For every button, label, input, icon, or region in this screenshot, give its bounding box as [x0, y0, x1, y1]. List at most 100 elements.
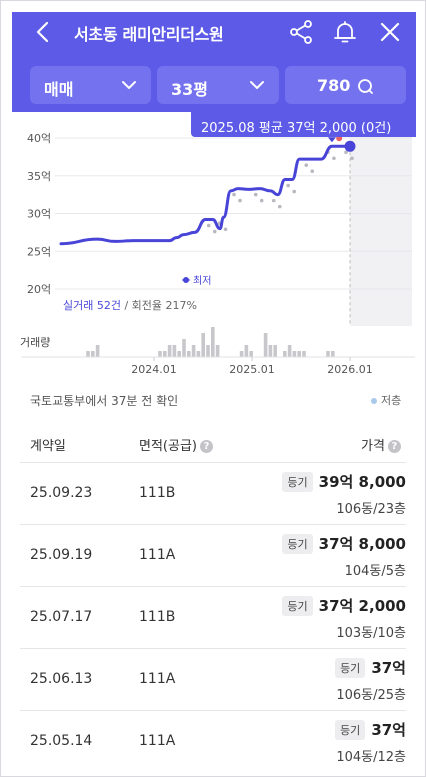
- comments-button[interactable]: 780: [285, 66, 406, 104]
- lowest-label: 최저: [193, 275, 211, 287]
- help-icon[interactable]: ?: [199, 440, 213, 453]
- y-tick-label: 35억: [27, 170, 51, 183]
- row-price-box: 등기 37억 104동/12층: [335, 719, 406, 765]
- trade-dot: [344, 150, 348, 155]
- row-divider: [20, 648, 406, 649]
- source-note: 국토교통부에서 37분 전 확인: [30, 394, 179, 408]
- volume-bar: [182, 339, 186, 357]
- row-price: 37억 2,000: [318, 597, 406, 615]
- header-area-label: 면적(공급): [139, 439, 197, 454]
- back-icon[interactable]: [32, 20, 56, 44]
- volume-bar: [196, 351, 201, 357]
- row-date: 25.07.17: [30, 609, 93, 625]
- table-header: 계약일 면적(공급)? 가격?: [1, 426, 425, 462]
- y-tick-label: 25억: [27, 245, 51, 258]
- volume-bar: [249, 351, 253, 357]
- table-row[interactable]: 25.09.23 111B 등기 39억 8,000 106동/23층: [1, 462, 425, 524]
- row-area: 111A: [139, 733, 176, 749]
- trade-dot: [292, 189, 297, 194]
- trade-summary: 실거래 52건 / 회전율 217%: [63, 297, 197, 313]
- row-floor: 106동/23층: [336, 502, 406, 517]
- volume-bar: [86, 351, 90, 357]
- row-date: 25.09.19: [30, 547, 93, 563]
- row-divider: [20, 462, 406, 463]
- table-row[interactable]: 25.06.13 111A 등기 37억 106동/25층: [1, 648, 425, 710]
- volume-bar: [331, 351, 335, 357]
- volume-bar: [273, 345, 277, 357]
- volume-bar: [191, 345, 196, 357]
- trade-count-link[interactable]: 실거래 52건: [63, 299, 121, 312]
- chat-bubble-icon: [358, 79, 373, 94]
- volume-bar: [163, 351, 167, 357]
- row-price-box: 등기 37억 2,000 103동/10층: [282, 595, 406, 641]
- registered-badge: 등기: [282, 533, 313, 554]
- trade-dot: [277, 204, 282, 209]
- trade-dot: [212, 229, 217, 234]
- row-price-box: 등기 37억 106동/25층: [335, 657, 406, 703]
- row-floor: 104동/5층: [344, 564, 406, 579]
- volume-bar: [172, 345, 177, 357]
- share-icon[interactable]: [288, 19, 314, 45]
- size-select[interactable]: 33평: [157, 66, 279, 104]
- chevron-down-icon: [122, 81, 136, 89]
- y-tick-label: 20억: [27, 283, 51, 296]
- volume-bar: [239, 351, 244, 357]
- price-chart[interactable]: 40억 35억 30억 25억 20억 최저 2024.01 2025.01 2026.01: [1, 112, 425, 382]
- trade-dot: [271, 198, 276, 203]
- current-point: [344, 140, 356, 152]
- turnover-text: / 회전율 217%: [124, 299, 197, 312]
- row-divider: [20, 710, 406, 711]
- comments-count: 780: [317, 76, 351, 95]
- table-row[interactable]: 25.09.19 111A 등기 37억 8,000 104동/5층: [1, 524, 425, 586]
- price-line: [59, 144, 352, 246]
- row-floor: 106동/25층: [336, 688, 406, 703]
- volume-bar: [326, 351, 330, 357]
- row-price-box: 등기 39억 8,000 106동/23층: [282, 471, 406, 517]
- volume-bar: [283, 351, 287, 357]
- volume-bar: [206, 345, 210, 357]
- table-row[interactable]: 25.05.14 111A 등기 37억 104동/12층: [1, 710, 425, 772]
- tooltip-pointer: [327, 137, 336, 143]
- row-price-box: 등기 37억 8,000 104동/5층: [282, 533, 406, 579]
- trade-dot: [206, 223, 211, 228]
- header-area: 면적(공급)?: [139, 435, 213, 454]
- price-chart-svg: 40억 35억 30억 25억 20억 최저 2024.01 2025.01 2026.01: [21, 120, 415, 376]
- volume-bar: [263, 333, 268, 357]
- future-region: [350, 120, 412, 326]
- row-floor: 103동/10층: [336, 626, 406, 641]
- legend-low-floor[interactable]: 저층: [371, 392, 401, 408]
- registered-badge: 등기: [335, 657, 366, 678]
- legend-dot: [371, 398, 377, 404]
- header-price: 가격?: [361, 435, 401, 454]
- trade-dot: [232, 192, 236, 197]
- legend-low-label: 저층: [381, 394, 402, 407]
- size-label: 33평: [171, 80, 208, 99]
- row-floor: 104동/12층: [336, 750, 406, 765]
- trade-dot: [238, 198, 242, 203]
- registered-badge: 등기: [282, 595, 313, 616]
- trade-dot: [332, 156, 336, 161]
- table-row[interactable]: 25.07.17 111B 등기 37억 2,000 103동/10층: [1, 586, 425, 648]
- trade-dot: [286, 183, 291, 188]
- row-divider: [20, 524, 406, 525]
- row-area: 111A: [139, 671, 176, 687]
- row-price-line: 등기 37억 2,000: [282, 595, 406, 616]
- row-date: 25.05.14: [30, 733, 93, 749]
- volume-label: 거래량: [20, 336, 51, 349]
- trade-dot: [223, 227, 228, 232]
- volume-bar: [297, 351, 301, 357]
- row-area: 111B: [139, 485, 176, 501]
- row-price-line: 등기 39억 8,000: [282, 471, 406, 492]
- trade-type-select[interactable]: 매매: [30, 66, 151, 104]
- bell-icon[interactable]: [332, 19, 358, 45]
- y-tick-label: 30억: [27, 208, 51, 221]
- tooltip-text: 2025.08 평균 37억 2,000 (0건): [201, 121, 392, 136]
- volume-bar: [268, 345, 273, 357]
- volume-bar: [244, 345, 249, 357]
- volume-bar: [211, 327, 215, 357]
- close-icon[interactable]: [378, 20, 402, 44]
- volume-bar: [91, 351, 95, 357]
- help-icon[interactable]: ?: [387, 440, 401, 453]
- trade-type-label: 매매: [44, 80, 74, 99]
